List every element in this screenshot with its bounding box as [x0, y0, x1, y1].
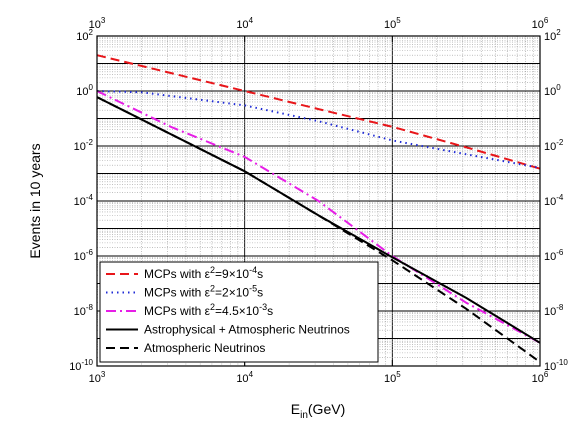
x-tick-label-top: 104 — [236, 16, 253, 31]
y-tick-label-right: 10-6 — [544, 248, 564, 263]
legend-box — [99, 261, 379, 363]
x-tick-label: 104 — [236, 370, 253, 385]
y-tick-label-right: 102 — [544, 28, 561, 43]
x-tick-label-top: 106 — [532, 16, 549, 31]
series-lines — [96, 54, 541, 363]
x-tick-label: 103 — [89, 370, 106, 385]
y-tick-label: 10-10 — [69, 358, 93, 373]
x-tick-label-top: 103 — [89, 16, 106, 31]
y-axis-title: Events in 10 years — [27, 143, 43, 258]
x-tick-label: 105 — [384, 370, 401, 385]
y-tick-label: 10-2 — [74, 138, 94, 153]
y-tick-label: 100 — [76, 83, 93, 98]
legend-entry: MCPs with ε2=2×10-5s — [144, 284, 263, 300]
y-tick-label-right: 10-2 — [544, 138, 564, 153]
series-line-2 — [96, 90, 541, 169]
legend-entry: MCPs with ε2=9×10-4s — [144, 265, 263, 281]
x-axis-title: Ein(GeV) — [291, 401, 345, 421]
legend-entry: MCPs with ε2=4.5×10-3s — [144, 302, 273, 318]
y-tick-label-right: 10-4 — [544, 193, 564, 208]
y-tick-label: 10-4 — [74, 193, 94, 208]
series-line-1 — [96, 54, 541, 170]
y-tick-label-right: 10-10 — [544, 358, 568, 373]
y-tick-label: 10-8 — [74, 303, 94, 318]
axis-ticks — [96, 35, 541, 367]
series-line-3 — [96, 90, 541, 344]
series-line-4 — [96, 96, 541, 344]
series-line-5 — [96, 96, 541, 363]
legend-entry: Astrophysical + Atmospheric Neutrinos — [144, 323, 350, 337]
legend-entry: Atmospheric Neutrinos — [144, 341, 265, 355]
y-tick-label-right: 10-8 — [544, 303, 564, 318]
legend: MCPs with ε2=9×10-4s MCPs with ε2=2×10-5s… — [99, 261, 379, 363]
y-tick-label: 10-6 — [74, 248, 94, 263]
x-tick-label: 106 — [532, 370, 549, 385]
x-tick-label-top: 105 — [384, 16, 401, 31]
y-tick-label: 102 — [76, 28, 93, 43]
y-tick-label-right: 100 — [544, 83, 561, 98]
